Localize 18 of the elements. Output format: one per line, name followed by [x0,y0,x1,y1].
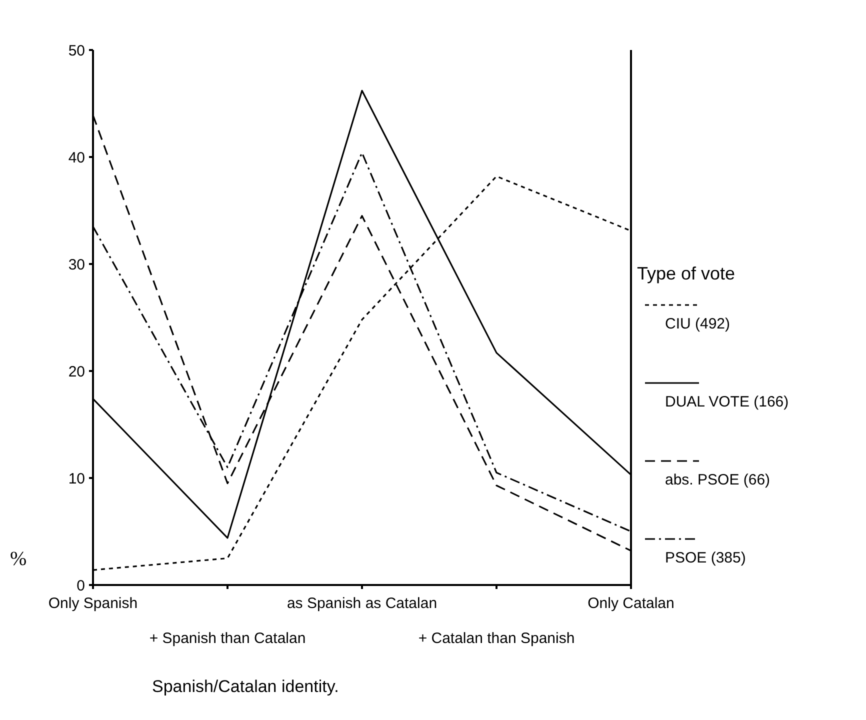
x-tick-label: + Catalan than Spanish [418,630,575,647]
y-tick-label: 10 [68,470,85,488]
x-axis-title: Spanish/Catalan identity. [152,677,339,696]
x-tick-label: Only Catalan [588,595,674,612]
x-tick-label: as Spanish as Catalan [286,595,438,612]
y-tick-label: 0 [76,577,85,594]
legend-title: Type of vote [637,263,736,284]
x-tick-label: + Spanish than Catalan [149,630,306,647]
legend-label: abs. PSOE (66) [665,471,770,488]
y-tick-label: 50 [68,42,85,60]
y-tick-label: 40 [68,149,85,166]
x-tick-label: Only Spanish [48,595,138,612]
legend-label: CIU (492) [665,315,730,332]
y-axis-title: % [10,548,27,570]
legend-label: PSOE (385) [665,549,746,566]
y-tick-label: 20 [68,363,85,380]
legend-label: DUAL VOTE (166) [665,393,789,410]
y-tick-label: 30 [68,256,85,274]
